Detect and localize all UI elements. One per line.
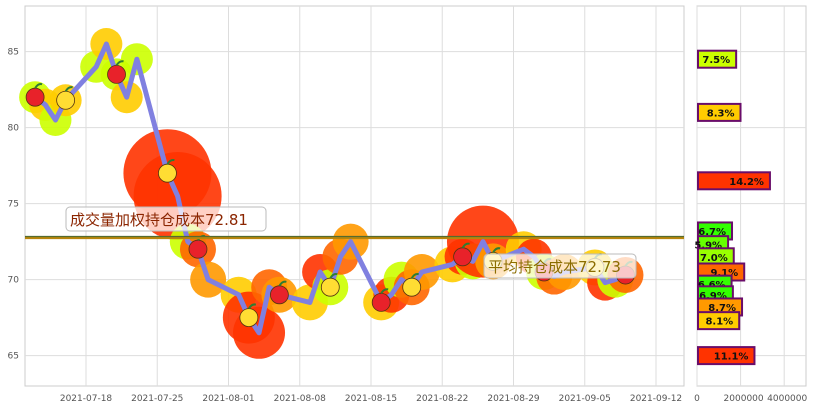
volume-bar: [697, 171, 771, 191]
vwap-cost-label: 成交量加权持仓成本72.81: [65, 206, 267, 232]
price-point-marker: [453, 242, 473, 267]
price-point-marker: [239, 303, 259, 328]
volume-bar-label: 5.9%: [694, 241, 722, 252]
price-point-marker: [56, 86, 76, 110]
volume-bar-group: 7.5%: [697, 49, 738, 69]
y-tick-label: 85: [8, 48, 19, 58]
side-x-tick-label: 0: [694, 394, 700, 404]
reference-lines: 成交量加权持仓成本72.81 平均持仓成本72.73: [25, 206, 684, 279]
volume-bar-label: 9.1%: [710, 268, 738, 279]
volume-bar: [697, 311, 741, 331]
price-point-marker: [320, 273, 340, 297]
volume-bars: 7.5%8.3%14.2%6.7%5.9%7.0%9.1%6.6%6.9%8.7…: [694, 49, 771, 366]
side-x-tick-label: 4000000: [767, 394, 807, 404]
y-tick-label: 65: [8, 352, 19, 362]
x-tick-label: 2021-08-08: [274, 394, 327, 404]
main-axis-ticks: 2021-07-18 2021-07-25 2021-08-01 2021-08-08…: [8, 48, 683, 404]
volume-bar-label: 6.7%: [698, 227, 726, 238]
volume-bar-label: 8.3%: [707, 108, 735, 119]
volume-bar-group: 8.3%: [697, 102, 742, 122]
svg-text:成交量加权持仓成本72.81: 成交量加权持仓成本72.81: [70, 211, 248, 229]
x-tick-label: 2021-08-15: [345, 394, 397, 404]
x-tick-label: 2021-09-12: [630, 394, 682, 404]
y-tick-label: 80: [8, 124, 20, 134]
volume-bar-group: 11.1%: [697, 346, 756, 366]
svg-text:平均持仓成本72.73: 平均持仓成本72.73: [488, 258, 621, 276]
volume-bar-group: 14.2%: [697, 171, 771, 191]
volume-bar: [697, 102, 742, 122]
x-tick-label: 2021-08-22: [416, 394, 468, 404]
y-tick-label: 70: [8, 276, 20, 286]
volume-bar: [697, 49, 738, 69]
x-tick-label: 2021-07-18: [60, 394, 113, 404]
volume-bar-label: 11.1%: [714, 352, 749, 363]
volume-bar-group: 8.1%: [697, 311, 741, 331]
x-tick-label: 2021-09-05: [559, 394, 611, 404]
volume-bar-label: 14.2%: [729, 177, 764, 188]
price-point-marker: [371, 288, 391, 312]
price-point-marker: [25, 83, 45, 107]
avg-cost-label: 平均持仓成本72.73: [483, 253, 637, 279]
x-tick-label: 2021-08-29: [487, 394, 540, 404]
price-point-marker: [158, 159, 177, 183]
price-point-marker: [107, 60, 126, 84]
volume-bar-label: 6.9%: [699, 291, 727, 302]
side-x-tick-label: 2000000: [724, 394, 764, 404]
y-tick-label: 75: [8, 200, 19, 210]
volume-bar-label: 7.0%: [700, 253, 728, 264]
side-chart: 7.5%8.3%14.2%6.7%5.9%7.0%9.1%6.6%6.9%8.7…: [694, 5, 808, 404]
x-tick-label: 2021-08-01: [202, 394, 254, 404]
price-point-marker: [402, 273, 422, 297]
side-axis-ticks: 0 2000000 4000000: [694, 394, 807, 404]
x-tick-label: 2021-07-25: [131, 394, 183, 404]
volume-bar-label: 8.7%: [708, 303, 736, 314]
volume-bar: [697, 346, 756, 366]
volume-bar-label: 8.1%: [705, 317, 733, 328]
volume-bar-label: 7.5%: [702, 55, 730, 66]
price-point-marker: [269, 280, 289, 305]
